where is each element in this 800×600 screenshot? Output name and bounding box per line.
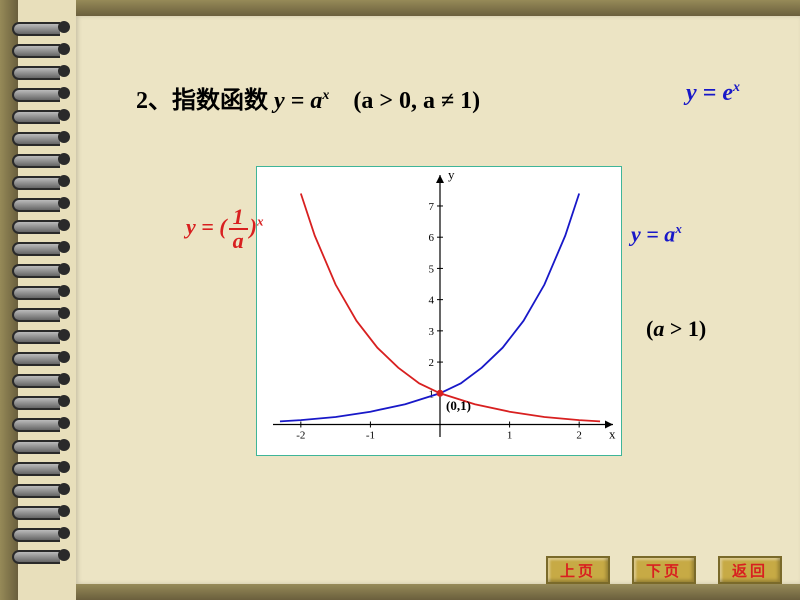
- svg-text:5: 5: [429, 263, 435, 275]
- exponential-chart: xy-2-1121234567: [257, 167, 623, 457]
- title-prefix: 2、指数函数: [136, 88, 274, 114]
- svg-text:2: 2: [429, 357, 435, 369]
- svg-text:x: x: [609, 427, 616, 442]
- prev-button[interactable]: 上页: [546, 556, 610, 584]
- svg-text:-2: -2: [296, 430, 305, 442]
- curve-label-inverse: y = (1a)x: [186, 206, 263, 252]
- svg-text:-1: -1: [366, 430, 375, 442]
- page-surface: 2、指数函数 y = ax (a > 0, a ≠ 1) y = ex x y -2…: [76, 16, 800, 584]
- svg-text:3: 3: [429, 326, 435, 338]
- frame-edge-top: [0, 0, 800, 16]
- title-condition: (a > 0, a ≠ 1): [353, 88, 480, 114]
- svg-text:2: 2: [576, 430, 582, 442]
- curve-label-main: y = ax: [631, 221, 682, 247]
- nav-bar: 上页 下页 返回: [546, 556, 782, 584]
- next-button[interactable]: 下页: [632, 556, 696, 584]
- svg-text:1: 1: [507, 430, 513, 442]
- svg-text:4: 4: [429, 295, 435, 307]
- chart-frame: xy-2-1121234567: [256, 166, 622, 456]
- equation-highlight: y = ex: [686, 80, 740, 107]
- intersection-label: (0,1): [446, 398, 471, 414]
- svg-text:y: y: [448, 167, 455, 182]
- title-eq: y = ax: [274, 88, 335, 114]
- section-title: 2、指数函数 y = ax (a > 0, a ≠ 1): [136, 80, 480, 115]
- svg-text:6: 6: [429, 232, 435, 244]
- side-condition: (a > 1): [646, 316, 706, 342]
- svg-text:7: 7: [429, 201, 435, 213]
- back-button[interactable]: 返回: [718, 556, 782, 584]
- frame-edge-bottom: [0, 584, 800, 600]
